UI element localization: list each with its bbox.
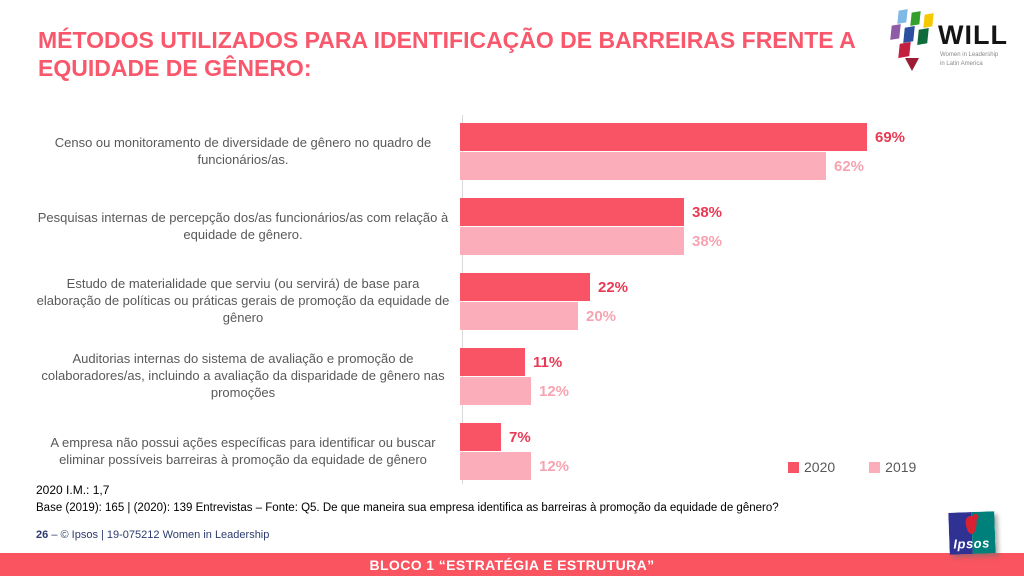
base-note: Base (2019): 165 | (2020): 139 Entrevist… [36, 502, 779, 514]
bar-2019 [460, 452, 531, 480]
bar-2020 [460, 198, 684, 226]
bar-value-2019: 62% [834, 157, 865, 175]
bar-value-2019: 38% [692, 232, 723, 250]
ipsos-logo-text: Ipsos [953, 535, 991, 552]
bar-value-2020: 38% [692, 203, 723, 221]
page-title: MÉTODOS UTILIZADOS PARA IDENTIFICAÇÃO DE… [38, 27, 855, 82]
bar-value-2019: 12% [539, 382, 570, 400]
bar-group: 69% 62% [460, 123, 1000, 180]
chart-row: A empresa não possui ações específicas p… [36, 423, 1000, 480]
bar-2020 [460, 123, 867, 151]
footer: 26 – © Ipsos | 19-075212 Women in Leader… [36, 529, 269, 541]
will-tagline-line2: in Latin America [940, 61, 983, 67]
category-label: A empresa não possui ações específicas p… [50, 434, 436, 467]
bar-line: 62% [460, 152, 1000, 180]
category-label: Estudo de materialidade que serviu (ou s… [36, 276, 450, 325]
page-number: 26 [36, 529, 49, 541]
will-tagline-line1: Women in Leadership [940, 52, 999, 58]
chart-row: Pesquisas internas de percepção dos/as f… [36, 198, 1000, 255]
bar-line: 7% [460, 423, 1000, 451]
category-label: Auditorias internas do sistema de avalia… [41, 351, 445, 400]
bar-value-2020: 11% [533, 353, 563, 371]
bar-line: 12% [460, 377, 1000, 405]
category-label: Censo ou monitoramento de diversidade de… [54, 134, 432, 167]
bar-line: 20% [460, 302, 1000, 330]
bar-line: 12% [460, 452, 1000, 480]
mosaic-tile [923, 13, 934, 28]
bar-value-2020: 22% [598, 278, 629, 296]
will-logo-mosaic-icon [882, 6, 938, 76]
chart-row: Auditorias internas do sistema de avalia… [36, 348, 1000, 405]
mosaic-tile [898, 41, 911, 59]
legend-item-2020: 2020 [788, 459, 835, 475]
legend-swatch-icon [788, 461, 799, 473]
category-label: Pesquisas internas de percepção dos/as f… [37, 209, 449, 242]
im-note: 2020 I.M.: 1,7 [36, 483, 110, 497]
mosaic-tile [917, 27, 929, 46]
bar-line: 38% [460, 198, 1000, 226]
mosaic-tile [905, 58, 919, 71]
bottom-banner: BLOCO 1 “ESTRATÉGIA E ESTRUTURA” [0, 553, 1024, 576]
bar-group: 38% 38% [460, 198, 1000, 255]
will-logo-tagline: Women in Leadership in Latin America [940, 51, 998, 69]
chart-legend: 2020 2019 [788, 459, 916, 475]
bar-value-2019: 20% [586, 307, 617, 325]
mosaic-tile [890, 24, 901, 40]
bar-group: 7% 12% [460, 423, 1000, 480]
bar-2020 [460, 273, 590, 301]
will-logo-text: WILL [938, 20, 1008, 50]
bar-group: 11% 12% [460, 348, 1000, 405]
bar-group: 22% 20% [460, 273, 1000, 330]
bar-2019 [460, 377, 531, 405]
legend-item-2019: 2019 [869, 459, 916, 475]
bar-value-2019: 12% [539, 457, 570, 475]
bar-line: 22% [460, 273, 1000, 301]
mosaic-tile [897, 9, 908, 24]
bar-line: 69% [460, 123, 1000, 151]
legend-label: 2020 [804, 459, 836, 475]
mosaic-tile [903, 25, 915, 44]
bar-value-2020: 69% [875, 128, 906, 146]
legend-label: 2019 [885, 459, 917, 475]
will-logo: WILL Women in Leadership in Latin Americ… [882, 6, 1012, 78]
ipsos-logo: Ipsos [948, 511, 996, 555]
bar-value-2020: 7% [509, 428, 531, 446]
footer-text: – © Ipsos | 19-075212 Women in Leadershi… [51, 529, 270, 541]
bar-2019 [460, 152, 826, 180]
chart-row: Censo ou monitoramento de diversidade de… [36, 123, 1000, 180]
bar-2019 [460, 302, 578, 330]
bar-2020 [460, 348, 525, 376]
chart-row: Estudo de materialidade que serviu (ou s… [36, 273, 1000, 330]
bar-2019 [460, 227, 684, 255]
bar-chart: Censo ou monitoramento de diversidade de… [36, 123, 1000, 480]
bar-2020 [460, 423, 501, 451]
legend-swatch-icon [869, 461, 881, 473]
bar-line: 38% [460, 227, 1000, 255]
bar-line: 11% [460, 348, 1000, 376]
mosaic-tile [910, 11, 921, 26]
